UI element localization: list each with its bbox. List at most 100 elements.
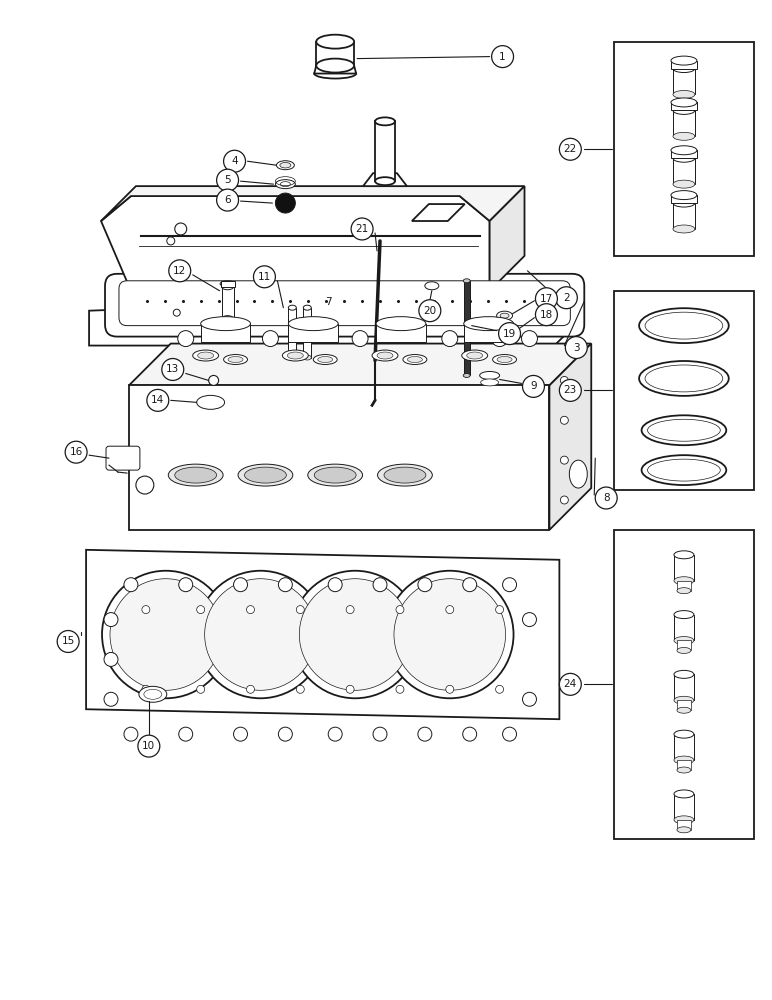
Ellipse shape (378, 464, 432, 486)
Circle shape (386, 571, 513, 698)
Circle shape (499, 323, 520, 345)
Text: 24: 24 (564, 679, 577, 689)
Circle shape (197, 571, 324, 698)
Circle shape (560, 138, 581, 160)
Polygon shape (289, 324, 338, 342)
Ellipse shape (673, 65, 695, 73)
Ellipse shape (497, 357, 512, 362)
Circle shape (138, 735, 160, 757)
Ellipse shape (317, 35, 354, 49)
Circle shape (246, 606, 255, 614)
Circle shape (560, 379, 581, 401)
Ellipse shape (168, 464, 223, 486)
Ellipse shape (671, 191, 697, 200)
Circle shape (492, 331, 507, 347)
Polygon shape (129, 344, 591, 385)
Ellipse shape (674, 670, 694, 678)
Text: 18: 18 (540, 310, 553, 320)
Ellipse shape (280, 182, 290, 187)
Ellipse shape (673, 225, 695, 233)
Text: 4: 4 (232, 156, 238, 166)
Circle shape (147, 389, 169, 411)
Circle shape (246, 685, 255, 693)
Ellipse shape (193, 350, 218, 361)
Ellipse shape (496, 329, 513, 337)
Polygon shape (671, 61, 697, 69)
FancyBboxPatch shape (105, 274, 584, 337)
Ellipse shape (222, 316, 234, 322)
Circle shape (167, 237, 174, 245)
Ellipse shape (642, 415, 726, 445)
Circle shape (346, 606, 354, 614)
Circle shape (523, 692, 537, 706)
Ellipse shape (677, 767, 691, 773)
Circle shape (65, 441, 87, 463)
Polygon shape (677, 760, 691, 770)
Ellipse shape (287, 352, 303, 359)
Ellipse shape (500, 313, 509, 318)
Ellipse shape (671, 146, 697, 155)
Circle shape (419, 300, 441, 322)
Polygon shape (303, 308, 311, 358)
Ellipse shape (384, 467, 426, 483)
Ellipse shape (569, 460, 587, 488)
Bar (615, 42, 753, 256)
Ellipse shape (238, 464, 293, 486)
Text: 8: 8 (603, 493, 610, 503)
Ellipse shape (674, 577, 694, 585)
Circle shape (492, 46, 513, 68)
Polygon shape (489, 186, 524, 291)
Circle shape (234, 578, 248, 592)
Text: 6: 6 (224, 195, 231, 205)
Circle shape (104, 692, 118, 706)
FancyBboxPatch shape (106, 446, 140, 470)
Circle shape (124, 727, 138, 741)
Text: 2: 2 (563, 293, 570, 303)
Ellipse shape (671, 56, 697, 65)
Polygon shape (289, 308, 296, 358)
Polygon shape (376, 324, 426, 342)
Ellipse shape (303, 305, 311, 310)
Ellipse shape (201, 317, 250, 331)
Circle shape (279, 578, 293, 592)
Ellipse shape (671, 98, 697, 107)
Circle shape (496, 685, 503, 693)
Circle shape (208, 375, 218, 385)
Polygon shape (412, 204, 465, 221)
Ellipse shape (674, 730, 694, 738)
Polygon shape (464, 324, 513, 342)
Polygon shape (314, 66, 356, 74)
Ellipse shape (375, 177, 395, 185)
Ellipse shape (425, 282, 438, 290)
Circle shape (205, 579, 317, 690)
Ellipse shape (481, 379, 499, 386)
Polygon shape (673, 158, 695, 184)
Circle shape (276, 193, 296, 213)
Ellipse shape (289, 317, 338, 331)
Polygon shape (375, 121, 395, 181)
Circle shape (351, 218, 373, 240)
Circle shape (142, 685, 150, 693)
Circle shape (110, 579, 222, 690)
Ellipse shape (139, 686, 167, 702)
Circle shape (523, 613, 537, 627)
Polygon shape (222, 287, 234, 319)
Circle shape (496, 606, 503, 614)
Ellipse shape (493, 355, 516, 364)
Polygon shape (317, 42, 354, 66)
Circle shape (565, 337, 587, 359)
Text: 21: 21 (355, 224, 369, 234)
Ellipse shape (674, 551, 694, 559)
Circle shape (142, 606, 150, 614)
Text: 20: 20 (423, 306, 436, 316)
Ellipse shape (375, 117, 395, 125)
Circle shape (373, 578, 387, 592)
Circle shape (253, 266, 276, 288)
Polygon shape (101, 196, 489, 291)
Ellipse shape (648, 419, 720, 441)
Ellipse shape (642, 455, 726, 485)
Circle shape (104, 613, 118, 627)
Circle shape (396, 685, 404, 693)
Circle shape (445, 685, 454, 693)
Circle shape (169, 260, 191, 282)
